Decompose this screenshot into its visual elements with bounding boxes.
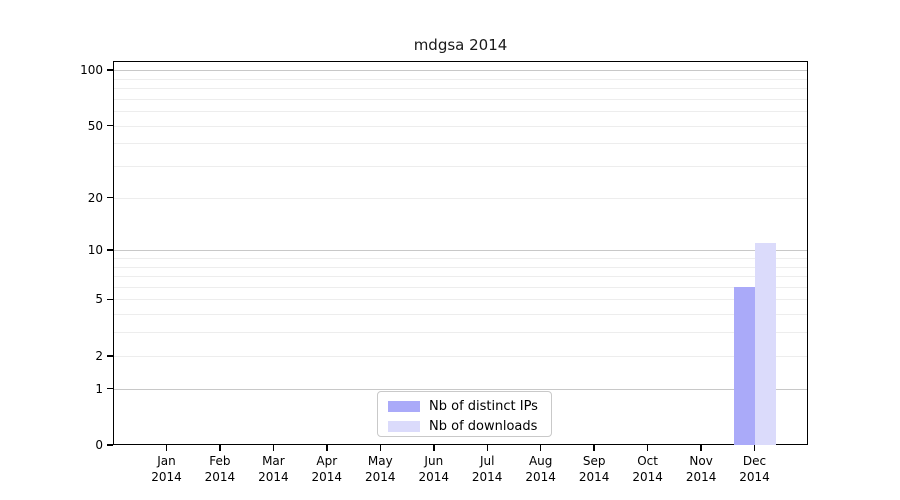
gridline-minor bbox=[114, 332, 807, 334]
x-tick-year: 2014 bbox=[258, 469, 289, 484]
x-tick-label: Aug 2014 bbox=[511, 454, 571, 485]
gridline-minor bbox=[114, 87, 807, 89]
y-tick-label: 50 bbox=[87, 118, 103, 133]
x-tick-label: Oct 2014 bbox=[618, 454, 678, 485]
y-tick bbox=[107, 124, 113, 127]
legend-row: Nb of distinct IPs bbox=[388, 397, 551, 415]
gridline-minor bbox=[114, 78, 807, 80]
x-tick bbox=[753, 445, 756, 451]
x-tick-month: Jun bbox=[424, 454, 444, 468]
gridline-minor bbox=[114, 166, 807, 167]
gridline-minor bbox=[114, 125, 807, 127]
x-tick bbox=[539, 445, 542, 451]
legend-swatch-downloads bbox=[388, 420, 420, 432]
x-tick-month: Jul bbox=[479, 454, 495, 468]
x-tick bbox=[433, 445, 435, 451]
x-tick-year: 2014 bbox=[685, 469, 717, 484]
gridline-minor bbox=[114, 197, 807, 199]
plot-area bbox=[113, 61, 808, 445]
legend-label: Nb of distinct IPs bbox=[429, 398, 538, 414]
x-tick bbox=[379, 445, 382, 451]
x-tick-label: Jan 2014 bbox=[137, 454, 197, 485]
x-tick-label: Apr 2014 bbox=[297, 454, 357, 485]
x-tick-month: Jan bbox=[157, 454, 176, 468]
x-tick-year: 2014 bbox=[365, 469, 396, 484]
x-tick-month: Oct bbox=[637, 454, 658, 468]
gridline-minor bbox=[114, 314, 807, 316]
gridline-minor bbox=[114, 299, 807, 301]
y-tick-label: 100 bbox=[80, 63, 103, 77]
y-tick bbox=[107, 387, 113, 390]
x-tick-month: Nov bbox=[689, 454, 713, 468]
x-tick-month: Feb bbox=[209, 454, 231, 468]
y-tick-label: 2 bbox=[95, 348, 103, 363]
gridline-minor bbox=[114, 111, 807, 112]
legend-row: Nb of downloads bbox=[388, 417, 551, 435]
x-tick bbox=[646, 445, 649, 451]
x-tick-month: Aug bbox=[528, 454, 553, 468]
gridline-minor bbox=[114, 143, 807, 145]
y-tick-label: 0 bbox=[95, 438, 103, 452]
gridline-minor bbox=[114, 98, 807, 100]
x-tick-year: 2014 bbox=[739, 469, 770, 484]
x-tick-year: 2014 bbox=[578, 469, 610, 484]
bar-distinct-ips bbox=[733, 286, 755, 445]
x-tick-month: May bbox=[367, 454, 393, 468]
gridline-major bbox=[114, 388, 807, 390]
y-tick bbox=[107, 196, 113, 199]
gridline-minor bbox=[114, 257, 807, 259]
gridline-minor bbox=[114, 276, 807, 277]
x-tick-label: Feb 2014 bbox=[190, 454, 250, 485]
x-tick bbox=[272, 445, 275, 451]
x-tick-label: May 2014 bbox=[350, 454, 410, 485]
legend-label: Nb of downloads bbox=[429, 418, 538, 434]
y-tick bbox=[107, 298, 113, 301]
y-tick bbox=[107, 444, 113, 446]
x-tick-label: Jul 2014 bbox=[457, 454, 517, 485]
x-tick-year: 2014 bbox=[525, 469, 556, 484]
x-tick bbox=[326, 445, 328, 451]
x-tick-label: Mar 2014 bbox=[243, 454, 303, 485]
x-tick-month: Dec bbox=[742, 454, 767, 468]
x-tick-year: 2014 bbox=[151, 469, 182, 484]
gridline-minor bbox=[114, 266, 807, 268]
x-tick bbox=[593, 445, 595, 451]
x-tick-year: 2014 bbox=[311, 469, 343, 484]
x-tick bbox=[165, 445, 168, 451]
x-tick bbox=[219, 445, 221, 451]
y-tick-label: 20 bbox=[87, 190, 103, 205]
x-tick-label: Jun 2014 bbox=[404, 454, 464, 485]
x-tick-month: Apr bbox=[316, 454, 338, 468]
x-tick-year: 2014 bbox=[632, 469, 663, 484]
legend: Nb of distinct IPs Nb of downloads bbox=[377, 391, 552, 437]
x-tick bbox=[700, 445, 702, 451]
x-tick-month: Mar bbox=[262, 454, 285, 468]
x-tick-year: 2014 bbox=[471, 469, 503, 484]
bar-downloads bbox=[754, 243, 776, 445]
x-tick-label: Nov 2014 bbox=[671, 454, 731, 485]
x-tick-month: Sep bbox=[582, 454, 606, 468]
y-tick bbox=[107, 249, 113, 251]
y-tick bbox=[107, 69, 113, 71]
chart-title: mdgsa 2014 bbox=[413, 36, 508, 54]
x-tick bbox=[486, 445, 488, 451]
gridline-major bbox=[114, 70, 807, 71]
gridline-major bbox=[114, 250, 807, 252]
y-tick-label: 10 bbox=[87, 243, 103, 258]
y-tick bbox=[107, 355, 113, 357]
x-tick-label: Sep 2014 bbox=[564, 454, 624, 485]
x-tick-label: Dec 2014 bbox=[725, 454, 785, 485]
x-tick-year: 2014 bbox=[204, 469, 236, 484]
legend-swatch-distinct-ips bbox=[388, 400, 420, 412]
gridline-minor bbox=[114, 286, 807, 288]
x-tick-year: 2014 bbox=[418, 469, 450, 484]
y-tick-label: 1 bbox=[95, 381, 103, 396]
gridline-minor bbox=[114, 355, 807, 357]
y-tick-label: 5 bbox=[95, 292, 103, 307]
